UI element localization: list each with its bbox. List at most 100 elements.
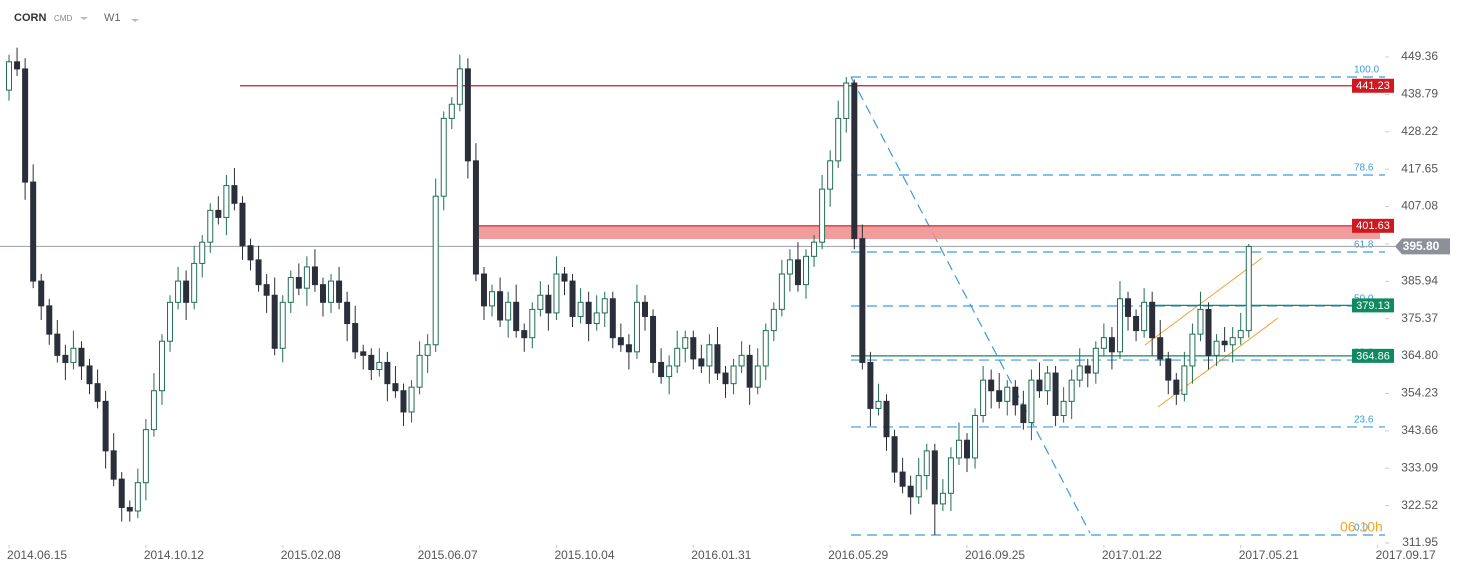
channel-line — [1144, 257, 1263, 346]
y-tick-label: 438.79 — [1401, 87, 1438, 101]
candle-body — [352, 323, 359, 353]
candle-body — [175, 280, 182, 303]
candle-body — [247, 245, 254, 261]
candle-body — [569, 280, 576, 317]
dropdown-caret[interactable] — [131, 19, 139, 22]
candle-body — [1052, 372, 1059, 416]
candle-body — [964, 439, 971, 459]
candle-body — [585, 301, 592, 325]
candle-body — [1213, 340, 1220, 356]
candle-body — [1141, 301, 1148, 332]
candle-body — [118, 478, 125, 508]
y-tick-label: 364.80 — [1401, 348, 1438, 362]
candle-body — [915, 475, 922, 498]
candle-body — [1092, 347, 1099, 374]
candle-body — [448, 103, 455, 119]
candle-body — [271, 294, 278, 349]
candle-body — [279, 301, 286, 349]
symbol[interactable]: CORN — [14, 12, 46, 24]
candle-body — [6, 61, 13, 91]
dropdown-caret[interactable] — [80, 17, 88, 20]
candle-body — [78, 347, 85, 367]
candle-body — [1116, 298, 1123, 353]
fib-label: 100.0 — [1354, 65, 1379, 76]
candle-body — [674, 347, 681, 367]
y-tick-label: 417.65 — [1401, 161, 1438, 175]
candle-body — [392, 383, 399, 392]
x-tick-label: 2016.05.29 — [828, 548, 888, 562]
candle-body — [1245, 245, 1252, 332]
candle-body — [440, 117, 447, 197]
candle-body — [851, 82, 858, 240]
x-tick-label: 2016.01.31 — [691, 548, 751, 562]
candle-body — [722, 372, 729, 385]
candle-body — [843, 82, 850, 119]
candle-body — [650, 315, 657, 363]
candle-body — [191, 262, 198, 303]
candle-body — [489, 291, 496, 307]
price-level-box — [1352, 218, 1394, 233]
candle-body — [1076, 365, 1083, 381]
candle-body — [762, 330, 769, 367]
candle-body — [714, 344, 721, 374]
candle-body — [1165, 358, 1172, 381]
candle-body — [376, 361, 383, 371]
y-tick-label: 343.66 — [1401, 423, 1438, 437]
candle-body — [996, 390, 1003, 402]
candle-body — [70, 347, 77, 363]
candle-body — [142, 429, 149, 484]
candle-body — [529, 308, 536, 339]
x-tick-label: 2017.09.17 — [1376, 548, 1436, 562]
candle-body — [682, 337, 689, 349]
candle-body — [368, 354, 375, 371]
candle-body — [1237, 330, 1244, 339]
candle-body — [1060, 400, 1067, 416]
y-tick-label: 428.22 — [1401, 124, 1438, 138]
last-price-label: 395.80 — [1403, 239, 1440, 253]
candle-body — [859, 238, 866, 363]
candle-body — [1036, 379, 1043, 392]
candle-body — [424, 344, 431, 356]
candle-body — [1012, 386, 1019, 406]
timeframe[interactable]: W1 — [104, 12, 121, 24]
x-tick-label: 2017.01.22 — [1102, 548, 1162, 562]
candle-body — [158, 340, 165, 392]
candle-body — [1020, 404, 1027, 424]
candle-body — [432, 195, 439, 346]
candle-body — [827, 160, 834, 190]
candle-body — [1028, 379, 1035, 424]
candle-body — [1221, 340, 1228, 346]
symbol-type: CMD — [54, 14, 72, 23]
candle-body — [30, 181, 37, 282]
candle-body — [867, 361, 874, 409]
candle-body — [786, 259, 793, 275]
candle-body — [875, 400, 882, 409]
candle-body — [126, 506, 133, 512]
candle-body — [215, 209, 222, 218]
candle-body — [464, 68, 471, 162]
candle-body — [384, 361, 391, 385]
candle-body — [706, 344, 713, 367]
candle-body — [1157, 337, 1164, 360]
candle-body — [609, 298, 616, 339]
candle-body — [167, 301, 174, 342]
x-tick-label: 2017.05.21 — [1239, 548, 1299, 562]
candle-body — [1205, 308, 1212, 356]
candle-body — [456, 68, 463, 105]
price-level-label: 379.13 — [1356, 300, 1390, 312]
candle-body — [561, 273, 568, 282]
candle-body — [199, 241, 206, 264]
candle-body — [480, 273, 487, 307]
candle-body — [947, 457, 954, 494]
candle-body — [1173, 379, 1180, 395]
candle-body — [939, 492, 946, 505]
candle-body — [641, 301, 648, 317]
price-level-box — [1352, 78, 1394, 93]
candle-body — [472, 160, 479, 275]
candle-body — [658, 361, 665, 378]
candle-body — [86, 365, 93, 385]
candle-body — [336, 280, 343, 303]
candle-body — [666, 365, 673, 378]
candle-body — [811, 241, 818, 257]
